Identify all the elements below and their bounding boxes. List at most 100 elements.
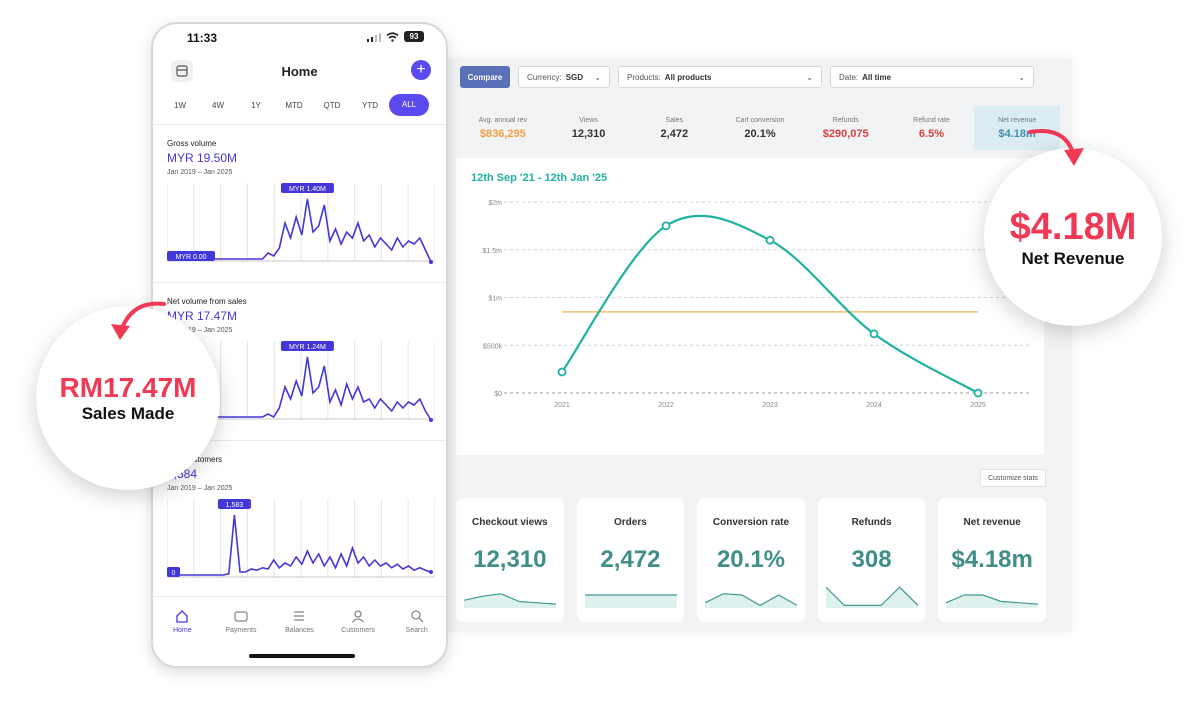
metric-line [167,514,432,576]
nav-home[interactable]: Home [153,597,212,646]
kpi-item[interactable]: Views 12,310 [546,106,632,150]
sparkline [705,593,798,608]
data-point[interactable] [869,329,879,339]
currency-label: Currency: [527,72,562,82]
metric-section[interactable]: Net volume from sales MYR 17.47M Jan 2019 … [153,282,446,440]
products-select[interactable]: Products: All products ⌄ [618,66,822,88]
nav-payments[interactable]: Payments [212,597,271,646]
end-point [429,570,433,574]
kpi-value: 12,310 [571,127,606,140]
sparkline-line [825,586,918,606]
callout-value: RM17.47M [59,372,197,403]
tab-mtd[interactable]: MTD [285,100,303,110]
sparkline-line [946,594,1039,605]
y-tick-label: $1.5m [483,248,503,255]
kpi-label: Net revenue [998,116,1037,124]
stat-label: Conversion rate [712,517,790,528]
tab-qtd[interactable]: QTD [323,100,341,110]
metric-value: MYR 19.50M [167,151,238,165]
kpi-item[interactable]: Cart conversion 20.1% [717,106,803,150]
chevron-down-icon: ⌄ [594,72,601,82]
data-point[interactable] [661,221,671,231]
currency-select[interactable]: Currency: SGD ⌄ [518,66,610,88]
wifi-icon [386,31,399,42]
sparkline [464,593,556,608]
kpi-item[interactable]: Sales 2,472 [631,106,717,150]
nav-search[interactable]: Search [387,597,446,646]
data-point[interactable] [973,388,983,398]
x-tick-label: 2022 [658,402,674,409]
compare-button[interactable]: Compare [460,66,510,88]
x-tick-label: 2023 [762,402,778,409]
kpi-item[interactable]: Refund rate 6.5% [889,106,975,150]
chevron-down-icon: ⌄ [1018,72,1025,82]
metric-title: Gross volume [167,139,217,148]
y-tick-label: $1m [488,296,502,303]
nav-label: Payments [225,627,257,634]
customer-icon [352,610,365,623]
curved-arrow-icon [111,301,166,340]
date-value: All time [862,72,892,82]
nav-customers[interactable]: Customers [329,597,388,646]
y-tick-label: $0 [494,391,502,398]
nav-label: Home [172,627,192,634]
tab-1y[interactable]: 1Y [251,100,261,110]
customize-stats-button[interactable]: Customize stats [980,469,1046,487]
tab-ytd[interactable]: YTD [362,100,378,110]
base-label-text: 0 [172,570,176,577]
stat-card[interactable]: Net revenue $4.18m [938,498,1046,622]
nav-label: Search [405,627,428,634]
range-tabs: 1W 4W 1Y MTD QTD YTD ALL [161,94,445,116]
stat-card[interactable]: Conversion rate 20.1% [697,498,805,622]
stat-card[interactable]: Checkout views 12,310 [456,498,564,622]
stat-label: Refunds [851,517,892,528]
data-point[interactable] [765,235,775,245]
metric-section[interactable]: Gross volume MYR 19.50M Jan 2019 – Jan 202… [153,124,446,282]
stat-label: Net revenue [963,517,1021,528]
end-point [429,418,433,422]
stat-label: Checkout views [472,517,548,528]
status-time: 11:33 [187,31,218,45]
kpi-label: Views [579,116,598,124]
sparkline-area [584,595,677,608]
sparkline-area [464,593,556,608]
kpi-item[interactable]: Refunds $290,075 [803,106,889,150]
stat-cards: Checkout views 12,310 Orders 2,472 Conversio… [456,498,1046,622]
date-select[interactable]: Date: All time ⌄ [830,66,1034,88]
tab-1w[interactable]: 1W [174,100,186,110]
home-icon [176,610,188,623]
curved-arrow-icon [1028,129,1084,166]
nav-balances[interactable]: Balances [270,597,329,646]
add-button[interactable]: + [411,60,431,80]
peak-label: MYR 1.24M [280,341,334,351]
kpi-value: 2,472 [660,127,689,140]
battery-indicator: 93 [404,31,424,42]
sparkline-line [464,593,556,605]
stat-card[interactable]: Refunds 308 [817,498,926,622]
tab-4w[interactable]: 4W [212,100,224,110]
kpi-value: $836,295 [479,127,526,140]
currency-value: SGD [565,72,584,82]
search-icon [411,610,424,623]
kpi-item[interactable]: Net revenue $4.18m [974,106,1061,150]
store-button[interactable] [171,60,193,82]
nav-label: Customers [341,627,375,634]
stat-value: 12,310 [473,546,547,573]
kpi-value: 20.1% [744,127,776,140]
kpi-label: Refund rate [913,116,950,124]
status-icons: 93 [367,31,424,42]
tab-all[interactable]: ALL [389,94,429,116]
callout-label: Net Revenue [1021,248,1125,268]
revenue-line-chart: $0 $500k $1m $1.5m $2m 2021 2022 2023 2024 2025 [483,200,1032,409]
sales-callout: RM17.47M Sales Made [36,306,220,490]
peak-label: 1,583 [217,499,251,509]
data-point[interactable] [557,367,567,377]
kpi-item[interactable]: Avg. annual rev $836,295 [460,106,546,150]
wallet-icon [234,611,248,622]
filter-toolbar: Compare Currency: SGD ⌄ Products: All prod… [460,66,1034,88]
stat-card[interactable]: Orders 2,472 [576,498,685,622]
metric-date-range: Jan 2019 – Jan 2025 [167,169,233,176]
balances-icon [294,611,305,621]
metric-chart: 1,583 0 [167,499,435,578]
